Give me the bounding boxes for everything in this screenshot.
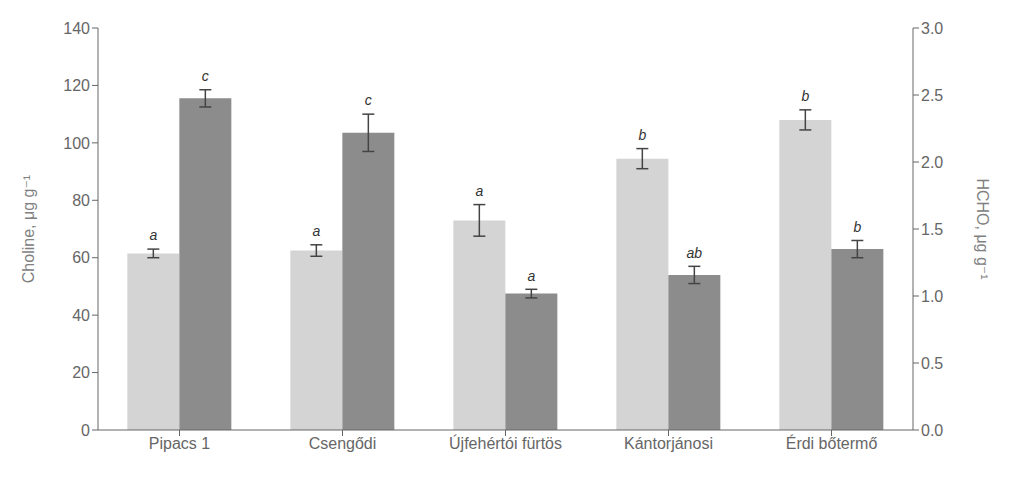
svg-text:60: 60 [72,249,90,266]
svg-text:120: 120 [63,77,90,94]
svg-text:Kántorjánosi: Kántorjánosi [624,435,713,452]
svg-text:a: a [475,183,483,199]
svg-text:b: b [853,219,861,235]
svg-text:2.5: 2.5 [921,87,943,104]
svg-text:20: 20 [72,364,90,381]
svg-text:c: c [365,92,372,108]
svg-text:1.5: 1.5 [921,221,943,238]
svg-text:a: a [149,227,157,243]
svg-text:80: 80 [72,192,90,209]
svg-text:Pipacs 1: Pipacs 1 [149,435,210,452]
svg-text:ab: ab [687,245,703,261]
svg-text:a: a [312,223,320,239]
svg-text:Újfehértói fürtös: Újfehértói fürtös [449,434,562,452]
svg-text:140: 140 [63,20,90,37]
svg-text:Érdi bőtermő: Érdi bőtermő [786,434,878,452]
svg-text:2.0: 2.0 [921,154,943,171]
svg-text:40: 40 [72,307,90,324]
svg-text:0: 0 [81,422,90,439]
svg-text:0.5: 0.5 [921,355,943,372]
svg-text:b: b [801,88,809,104]
svg-text:a: a [527,268,535,284]
svg-text:100: 100 [63,135,90,152]
svg-text:3.0: 3.0 [921,20,943,37]
svg-text:c: c [202,68,209,84]
svg-text:1.0: 1.0 [921,288,943,305]
svg-text:Choline, μg g⁻¹: Choline, μg g⁻¹ [20,175,37,283]
svg-text:Csengődi: Csengődi [309,435,377,452]
svg-text:0.0: 0.0 [921,422,943,439]
svg-text:b: b [638,127,646,143]
svg-text:HCHO, μg g⁻¹: HCHO, μg g⁻¹ [974,178,991,279]
